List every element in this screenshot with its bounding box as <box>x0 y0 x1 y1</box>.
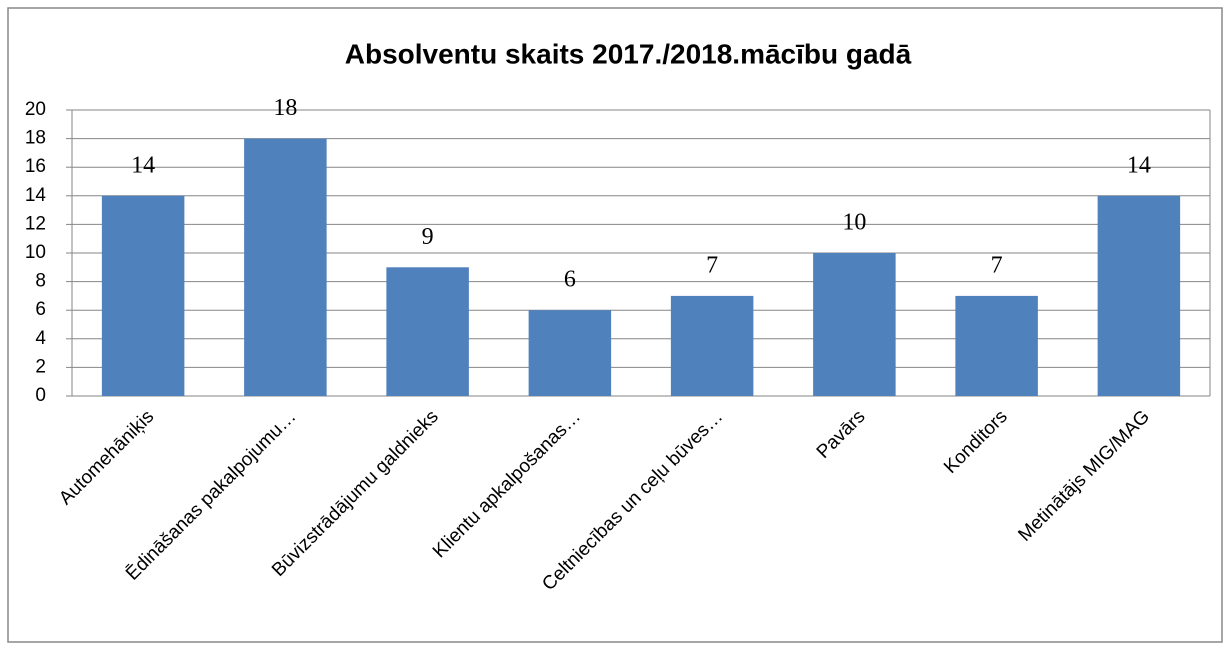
y-tick-label: 10 <box>25 242 46 263</box>
y-tick-label: 16 <box>25 156 46 177</box>
chart-border <box>7 7 1223 643</box>
chart-title: Absolventu skaits 2017./2018.mācību gadā <box>345 38 912 69</box>
y-tick-label: 0 <box>35 385 46 406</box>
bar <box>386 267 469 396</box>
data-label: 6 <box>564 267 576 293</box>
data-label: 14 <box>131 152 155 178</box>
y-tick-label: 6 <box>35 299 46 320</box>
y-tick-label: 8 <box>35 271 46 292</box>
bar <box>955 295 1038 396</box>
bar <box>813 253 896 396</box>
bar <box>670 295 754 396</box>
y-tick-label: 14 <box>25 185 47 206</box>
bar <box>101 195 185 396</box>
y-tick-label: 4 <box>35 328 46 349</box>
data-label: 7 <box>991 252 1003 278</box>
bar <box>528 310 612 396</box>
bar <box>1097 195 1181 396</box>
y-tick-label: 12 <box>25 213 46 234</box>
y-tick-label: 18 <box>25 128 46 149</box>
data-label: 10 <box>842 210 866 236</box>
y-tick-label: 20 <box>25 99 46 120</box>
data-label: 14 <box>1127 152 1151 178</box>
data-label: 9 <box>422 224 434 250</box>
data-label: 7 <box>706 252 718 278</box>
y-tick-label: 2 <box>35 356 46 377</box>
bar <box>244 138 327 396</box>
data-label: 18 <box>273 95 297 121</box>
